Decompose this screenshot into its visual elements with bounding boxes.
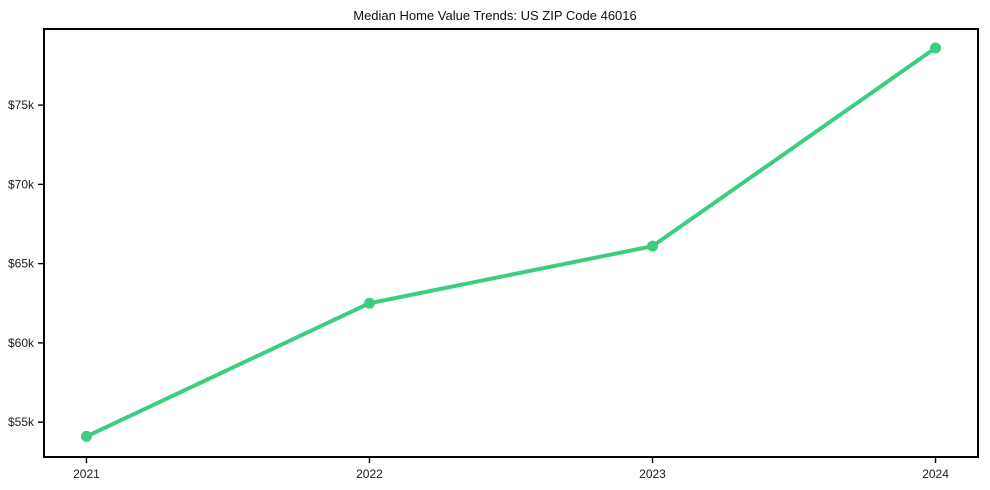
y-tick-label: $55k bbox=[8, 415, 35, 429]
line-series bbox=[84, 46, 938, 439]
data-point bbox=[363, 297, 375, 309]
x-tick-label: 2022 bbox=[356, 467, 383, 481]
y-tick-label: $60k bbox=[8, 336, 35, 350]
plot-border bbox=[43, 28, 979, 458]
chart-title: Median Home Value Trends: US ZIP Code 46… bbox=[353, 8, 637, 23]
y-tick-label: $65k bbox=[8, 257, 35, 271]
data-point bbox=[80, 430, 92, 442]
data-point bbox=[930, 42, 942, 54]
x-tick-label: 2021 bbox=[73, 467, 100, 481]
data-point bbox=[647, 240, 659, 252]
y-tick-label: $70k bbox=[8, 177, 35, 191]
x-tick-label: 2024 bbox=[922, 467, 949, 481]
x-tick-label: 2023 bbox=[639, 467, 666, 481]
y-tick-label: $75k bbox=[8, 98, 35, 112]
